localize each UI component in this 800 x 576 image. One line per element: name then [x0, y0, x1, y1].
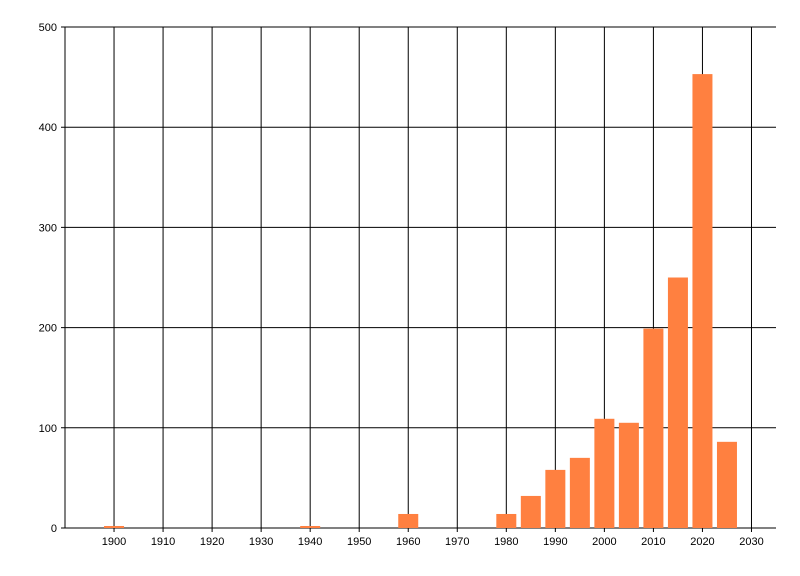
y-tick-label: 100 — [39, 423, 57, 435]
x-tick-label: 2020 — [690, 536, 714, 548]
bar — [594, 418, 615, 528]
x-tick-label: 1990 — [543, 536, 567, 548]
x-tick-label: 1920 — [200, 536, 224, 548]
bar — [545, 469, 566, 528]
bar — [496, 513, 517, 528]
x-tick-label: 1910 — [151, 536, 175, 548]
x-tick-label: 1930 — [249, 536, 273, 548]
bar — [398, 513, 419, 528]
y-tick-label: 300 — [39, 222, 57, 234]
bar — [716, 441, 737, 528]
x-tick-label: 1980 — [494, 536, 518, 548]
bar — [618, 422, 639, 528]
bar — [520, 495, 541, 528]
x-tick-label: 1970 — [445, 536, 469, 548]
bar — [300, 525, 321, 528]
bar — [692, 74, 713, 529]
x-tick-label: 2000 — [592, 536, 616, 548]
x-tick-label: 1900 — [102, 536, 126, 548]
x-tick-label: 2010 — [641, 536, 665, 548]
y-tick-label: 0 — [51, 523, 57, 535]
x-tick-label: 1950 — [347, 536, 371, 548]
bar — [104, 525, 125, 528]
y-tick-label: 500 — [39, 22, 57, 34]
x-tick-label: 2030 — [739, 536, 763, 548]
bar — [667, 277, 688, 528]
bar — [569, 457, 590, 528]
y-tick-label: 400 — [39, 122, 57, 134]
x-tick-label: 1940 — [298, 536, 322, 548]
y-tick-label: 200 — [39, 323, 57, 335]
bar — [643, 328, 664, 528]
x-tick-label: 1960 — [396, 536, 420, 548]
